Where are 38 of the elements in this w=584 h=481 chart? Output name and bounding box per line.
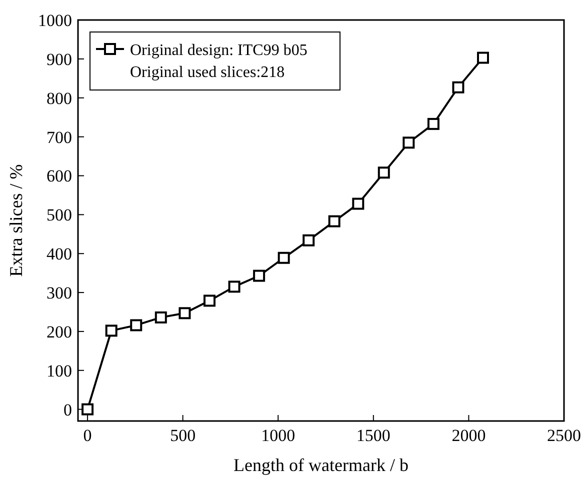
point: [402, 136, 415, 149]
point: [105, 324, 118, 337]
y-tick-label: 400: [46, 244, 72, 264]
y-tick-label: 100: [46, 361, 72, 380]
point: [477, 52, 489, 64]
y-axis-title: Extra slices / %: [6, 164, 26, 277]
point: [302, 234, 315, 246]
x-tick-label: 0: [83, 426, 92, 445]
legend-label: Original design: ITC99 b05: [130, 42, 308, 59]
y-tick-label: 300: [46, 284, 72, 303]
point: [352, 198, 364, 210]
x-axis-title: Length of watermark / b: [234, 455, 408, 475]
y-tick-label: 500: [46, 206, 72, 225]
x-tick-label: 2000: [452, 426, 486, 445]
y-tick-label: 700: [46, 128, 72, 147]
x-tick-label: 2500: [547, 426, 581, 445]
point: [178, 307, 191, 320]
point: [427, 118, 440, 130]
x-tick-label: 1500: [356, 426, 390, 445]
y-tick-label: 800: [46, 88, 72, 108]
y-tick-label: 0: [64, 400, 72, 420]
x-tick-label: 500: [170, 426, 196, 445]
y-tick-label: 900: [46, 50, 72, 69]
annotation: Original used slices:218: [130, 64, 285, 81]
point: [204, 294, 216, 307]
y-tick-label: 200: [46, 322, 72, 342]
point: [228, 280, 240, 293]
point: [82, 403, 94, 416]
point: [278, 252, 290, 264]
point: [253, 270, 266, 282]
y-tick-label: 1000: [38, 11, 72, 30]
point: [130, 319, 142, 332]
point: [378, 166, 390, 179]
point: [452, 81, 464, 94]
point: [328, 215, 340, 228]
y-tick-label: 600: [46, 166, 72, 186]
x-tick-label: 1000: [261, 426, 296, 445]
point: [154, 311, 167, 324]
